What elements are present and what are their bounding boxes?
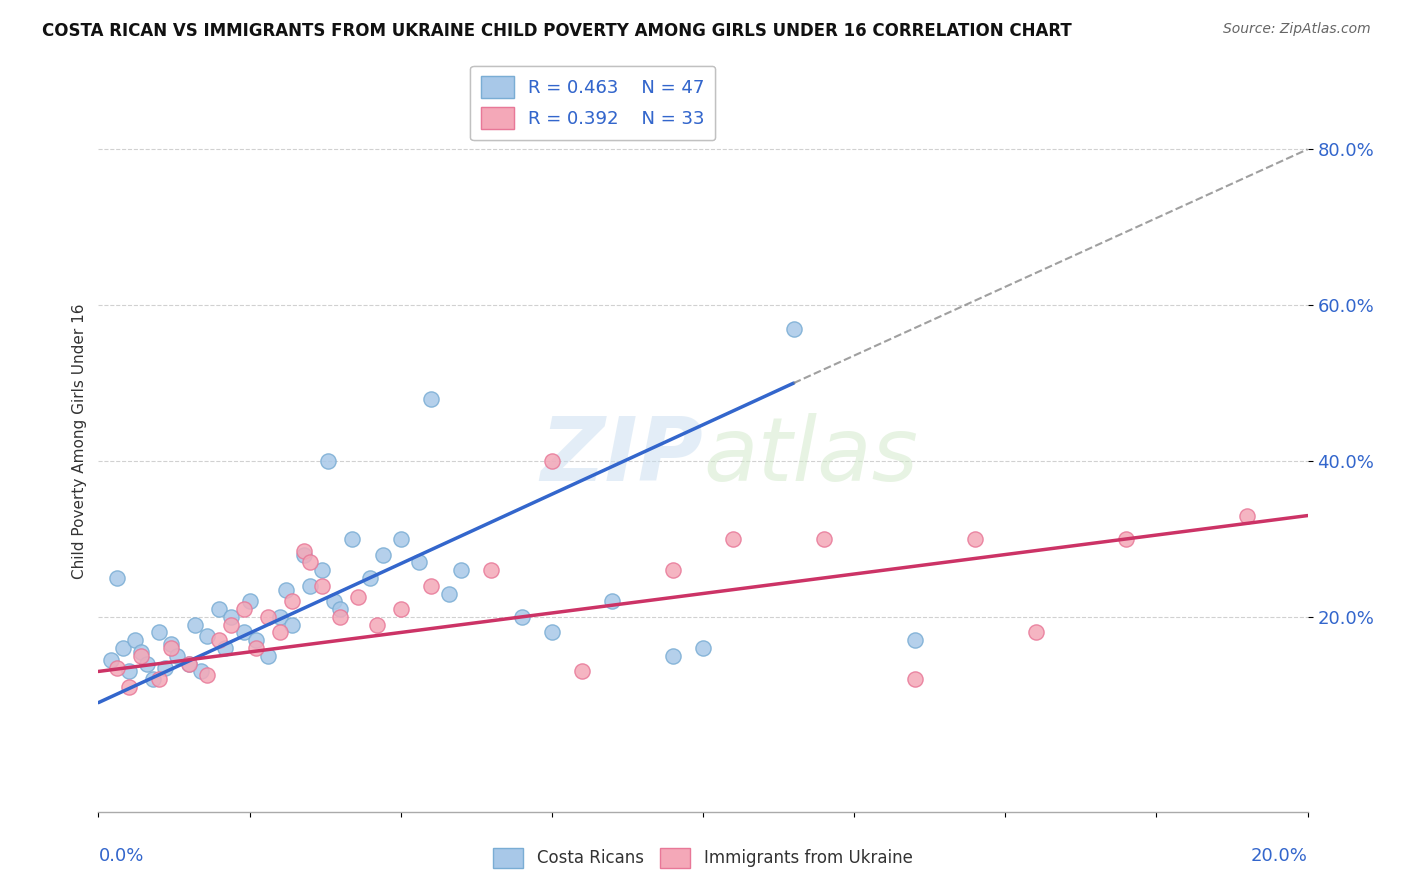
Point	[184, 617, 207, 632]
Point	[221, 617, 243, 632]
Point	[281, 617, 304, 632]
Point	[540, 454, 562, 468]
Point	[292, 548, 315, 562]
Point	[245, 633, 267, 648]
Point	[311, 563, 333, 577]
Point	[389, 602, 412, 616]
Text: 0.0%: 0.0%	[98, 847, 143, 864]
Point	[179, 657, 201, 671]
Point	[661, 648, 683, 663]
Point	[481, 563, 503, 577]
Point	[256, 648, 278, 663]
Point	[179, 657, 201, 671]
Point	[269, 610, 291, 624]
Point	[389, 532, 412, 546]
Point	[420, 392, 443, 406]
Point	[1115, 532, 1137, 546]
Point	[105, 660, 128, 674]
Point	[153, 660, 176, 674]
Point	[124, 633, 146, 648]
Y-axis label: Child Poverty Among Girls Under 16: Child Poverty Among Girls Under 16	[72, 304, 87, 579]
Point	[208, 633, 231, 648]
Point	[329, 602, 352, 616]
Point	[195, 629, 218, 643]
Point	[329, 610, 352, 624]
Point	[135, 657, 157, 671]
Point	[190, 665, 212, 679]
Point	[129, 648, 152, 663]
Point	[366, 617, 388, 632]
Point	[371, 548, 394, 562]
Point	[232, 625, 254, 640]
Point	[111, 641, 134, 656]
Point	[783, 321, 806, 335]
Point	[118, 680, 141, 694]
Point	[239, 594, 262, 608]
Point	[208, 602, 231, 616]
Point	[316, 454, 339, 468]
Point	[347, 591, 370, 605]
Point	[160, 637, 183, 651]
Point	[1236, 508, 1258, 523]
Point	[299, 555, 322, 569]
Point	[1024, 625, 1046, 640]
Point	[661, 563, 683, 577]
Legend: Costa Ricans, Immigrants from Ukraine: Costa Ricans, Immigrants from Ukraine	[486, 841, 920, 875]
Point	[166, 648, 188, 663]
Point	[571, 665, 593, 679]
Text: ZIP: ZIP	[540, 413, 703, 500]
Point	[274, 582, 297, 597]
Point	[256, 610, 278, 624]
Point	[813, 532, 835, 546]
Point	[342, 532, 364, 546]
Text: 20.0%: 20.0%	[1251, 847, 1308, 864]
Point	[100, 653, 122, 667]
Point	[129, 645, 152, 659]
Point	[281, 594, 304, 608]
Point	[420, 579, 443, 593]
Point	[965, 532, 987, 546]
Point	[360, 571, 382, 585]
Point	[105, 571, 128, 585]
Point	[904, 633, 927, 648]
Text: COSTA RICAN VS IMMIGRANTS FROM UKRAINE CHILD POVERTY AMONG GIRLS UNDER 16 CORREL: COSTA RICAN VS IMMIGRANTS FROM UKRAINE C…	[42, 22, 1071, 40]
Point	[148, 672, 170, 686]
Point	[311, 579, 333, 593]
Point	[450, 563, 472, 577]
Point	[269, 625, 291, 640]
Point	[540, 625, 562, 640]
Point	[245, 641, 267, 656]
Point	[142, 672, 165, 686]
Point	[292, 543, 315, 558]
Point	[232, 602, 254, 616]
Legend: R = 0.463    N = 47, R = 0.392    N = 33: R = 0.463 N = 47, R = 0.392 N = 33	[470, 66, 716, 140]
Point	[437, 586, 460, 600]
Point	[904, 672, 927, 686]
Point	[148, 625, 170, 640]
Point	[160, 641, 183, 656]
Point	[323, 594, 346, 608]
Point	[723, 532, 745, 546]
Point	[692, 641, 714, 656]
Point	[602, 594, 624, 608]
Text: atlas: atlas	[703, 413, 918, 500]
Point	[408, 555, 430, 569]
Point	[195, 668, 218, 682]
Point	[221, 610, 243, 624]
Point	[510, 610, 533, 624]
Point	[299, 579, 322, 593]
Point	[214, 641, 236, 656]
Point	[118, 665, 141, 679]
Text: Source: ZipAtlas.com: Source: ZipAtlas.com	[1223, 22, 1371, 37]
